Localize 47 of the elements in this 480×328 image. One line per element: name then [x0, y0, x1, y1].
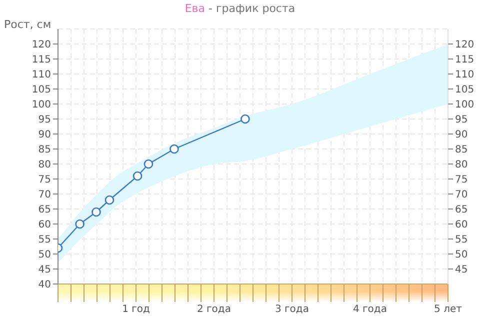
y2-tick-label: 80	[455, 160, 468, 171]
point	[92, 207, 101, 217]
y2-tick-label: 100	[455, 100, 474, 111]
y2-tick-label: 55	[455, 234, 468, 246]
y-tick-label: 105	[32, 84, 51, 96]
x-tick-label: 4 года	[353, 304, 387, 316]
point	[240, 114, 250, 124]
y-tick-label: 95	[38, 114, 51, 126]
y2-tick-label: 75	[455, 174, 468, 186]
y2-tick-label: 65	[455, 204, 468, 216]
point	[144, 159, 154, 169]
y-tick-label: 85	[38, 144, 51, 156]
y-tick-label: 80	[38, 160, 51, 171]
point	[75, 219, 84, 229]
point	[132, 171, 142, 181]
y-tick-label: 55	[38, 234, 51, 246]
y2-tick-label: 105	[455, 84, 474, 96]
y2-tick-label: 85	[455, 144, 468, 156]
y2-tick-label: 60	[455, 220, 468, 231]
chart-title: Ева - график роста	[184, 2, 296, 15]
y2-tick-label: 70	[455, 190, 468, 201]
y-tick-label: 40	[38, 280, 51, 291]
y-tick-label: 60	[38, 220, 51, 231]
y2-tick-label: 115	[455, 54, 474, 66]
y2-tick-label: 95	[455, 114, 468, 126]
x-tick-label: 1 год	[122, 304, 150, 316]
y-tick-label: 120	[32, 40, 51, 51]
y-tick-label: 75	[38, 174, 51, 186]
y-tick-label: 100	[32, 100, 51, 111]
y-tick-label: 115	[32, 54, 51, 66]
x-tick-label: 2 года	[197, 304, 231, 316]
y2-tick-label: 90	[455, 130, 468, 141]
point	[104, 195, 114, 205]
y2-tick-label: 110	[455, 70, 474, 81]
y2-tick-label: 50	[455, 250, 468, 261]
y-tick-label: 50	[38, 250, 51, 261]
y-tick-label: 65	[38, 204, 51, 216]
y-tick-label: 45	[38, 264, 51, 276]
point	[170, 144, 179, 154]
y2-tick-label: 120	[455, 40, 474, 51]
y-tick-label: 110	[32, 70, 51, 81]
x-tick-label: 5 лет	[434, 304, 462, 316]
y-tick-label: 70	[38, 190, 51, 201]
y-tick-label: 90	[38, 130, 51, 141]
x-tick-label: 3 года	[275, 304, 309, 316]
y2-tick-label: 45	[455, 264, 468, 276]
y-axis-title: Рост, см	[4, 18, 52, 31]
